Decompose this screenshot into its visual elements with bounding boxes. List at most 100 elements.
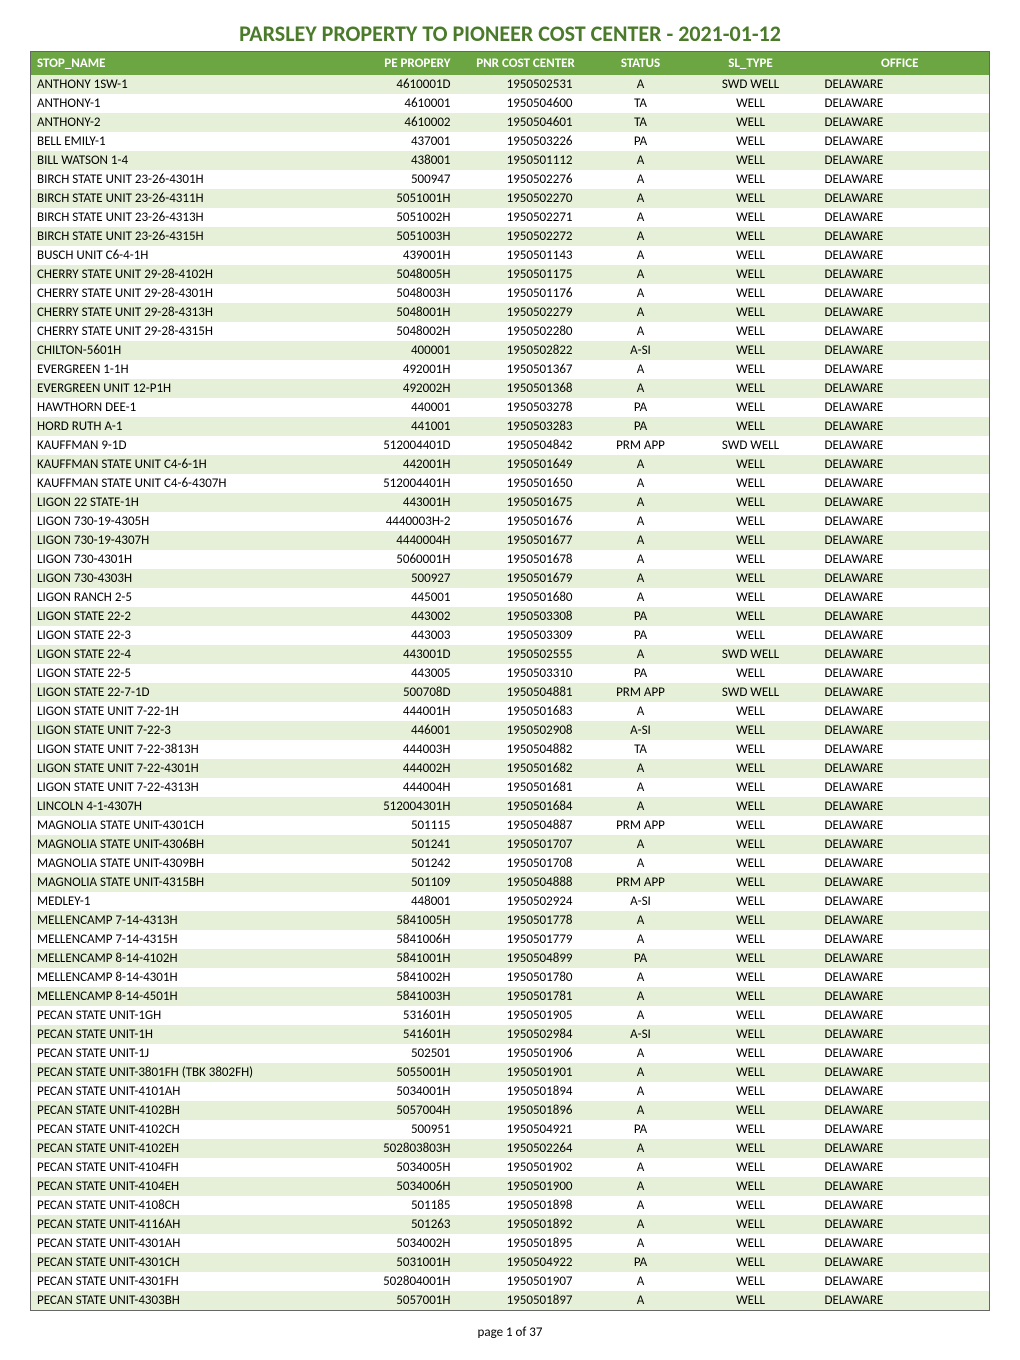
cell-name: PECAN STATE UNIT-1GH xyxy=(31,1006,341,1025)
cell-cost: 1950501707 xyxy=(461,835,591,854)
cell-name: PECAN STATE UNIT-4102EH xyxy=(31,1139,341,1158)
table-row: KAUFFMAN STATE UNIT C4-6-1H442001H195050… xyxy=(31,455,990,474)
cell-status: A-SI xyxy=(591,721,691,740)
cell-name: PECAN STATE UNIT-4102CH xyxy=(31,1120,341,1139)
cell-name: PECAN STATE UNIT-4108CH xyxy=(31,1196,341,1215)
col-header-office: OFFICE xyxy=(811,52,990,76)
cell-status: A xyxy=(591,1063,691,1082)
cell-name: HORD RUTH A-1 xyxy=(31,417,341,436)
cell-type: WELL xyxy=(691,816,811,835)
cell-office: DELAWARE xyxy=(811,417,990,436)
cell-type: WELL xyxy=(691,588,811,607)
cell-name: CHERRY STATE UNIT 29-28-4315H xyxy=(31,322,341,341)
cell-cost: 1950504887 xyxy=(461,816,591,835)
cell-cost: 1950503309 xyxy=(461,626,591,645)
cell-cost: 1950501780 xyxy=(461,968,591,987)
cell-type: WELL xyxy=(691,1044,811,1063)
cell-cost: 1950502279 xyxy=(461,303,591,322)
cell-type: WELL xyxy=(691,208,811,227)
cell-cost: 1950502555 xyxy=(461,645,591,664)
cell-office: DELAWARE xyxy=(811,569,990,588)
cell-name: MELLENCAMP 8-14-4501H xyxy=(31,987,341,1006)
cell-prop: 5051001H xyxy=(341,189,461,208)
cell-cost: 1950501681 xyxy=(461,778,591,797)
cell-type: WELL xyxy=(691,265,811,284)
cell-office: DELAWARE xyxy=(811,664,990,683)
cell-prop: 502804001H xyxy=(341,1272,461,1291)
cell-type: WELL xyxy=(691,987,811,1006)
table-row: PECAN STATE UNIT-4303BH5057001H195050189… xyxy=(31,1291,990,1311)
cell-cost: 1950501907 xyxy=(461,1272,591,1291)
cell-name: LIGON 730-4301H xyxy=(31,550,341,569)
cell-office: DELAWARE xyxy=(811,208,990,227)
cell-status: PA xyxy=(591,1120,691,1139)
cell-name: EVERGREEN UNIT 12-P1H xyxy=(31,379,341,398)
cell-status: A xyxy=(591,1196,691,1215)
cell-status: A-SI xyxy=(591,1025,691,1044)
cell-prop: 5057001H xyxy=(341,1291,461,1311)
cell-cost: 1950501112 xyxy=(461,151,591,170)
cell-type: WELL xyxy=(691,1063,811,1082)
table-row: BIRCH STATE UNIT 23-26-4311H5051001H1950… xyxy=(31,189,990,208)
cell-type: WELL xyxy=(691,873,811,892)
cell-prop: 500708D xyxy=(341,683,461,702)
cell-cost: 1950501708 xyxy=(461,854,591,873)
cell-office: DELAWARE xyxy=(811,379,990,398)
cell-prop: 5048001H xyxy=(341,303,461,322)
cell-status: A xyxy=(591,265,691,284)
cell-cost: 1950501684 xyxy=(461,797,591,816)
cell-prop: 5048005H xyxy=(341,265,461,284)
cell-name: MELLENCAMP 8-14-4301H xyxy=(31,968,341,987)
cell-status: A-SI xyxy=(591,341,691,360)
cell-name: LIGON 730-19-4305H xyxy=(31,512,341,531)
cell-name: LIGON STATE UNIT 7-22-4301H xyxy=(31,759,341,778)
cell-cost: 1950503278 xyxy=(461,398,591,417)
table-row: MELLENCAMP 8-14-4301H5841002H1950501780A… xyxy=(31,968,990,987)
cell-type: WELL xyxy=(691,911,811,930)
cell-cost: 1950504888 xyxy=(461,873,591,892)
cell-status: A xyxy=(591,911,691,930)
cell-type: WELL xyxy=(691,1006,811,1025)
cell-cost: 1950501895 xyxy=(461,1234,591,1253)
cell-type: WELL xyxy=(691,284,811,303)
cell-name: CHERRY STATE UNIT 29-28-4301H xyxy=(31,284,341,303)
cell-name: MELLENCAMP 8-14-4102H xyxy=(31,949,341,968)
cell-prop: 501185 xyxy=(341,1196,461,1215)
table-row: PECAN STATE UNIT-4301AH5034002H195050189… xyxy=(31,1234,990,1253)
cell-type: WELL xyxy=(691,1215,811,1234)
cell-prop: 501241 xyxy=(341,835,461,854)
cell-status: A xyxy=(591,379,691,398)
table-row: LIGON STATE 22-7-1D500708D1950504881PRM … xyxy=(31,683,990,702)
table-row: MAGNOLIA STATE UNIT-4301CH50111519505048… xyxy=(31,816,990,835)
cell-name: CHERRY STATE UNIT 29-28-4102H xyxy=(31,265,341,284)
cell-type: WELL xyxy=(691,949,811,968)
cell-office: DELAWARE xyxy=(811,246,990,265)
table-row: LIGON 730-19-4305H4440003H-21950501676AW… xyxy=(31,512,990,531)
cell-name: PECAN STATE UNIT-4104EH xyxy=(31,1177,341,1196)
cell-office: DELAWARE xyxy=(811,683,990,702)
cell-name: PECAN STATE UNIT-4301CH xyxy=(31,1253,341,1272)
cell-name: BIRCH STATE UNIT 23-26-4313H xyxy=(31,208,341,227)
cell-prop: 441001 xyxy=(341,417,461,436)
cell-status: A xyxy=(591,550,691,569)
table-row: BELL EMILY-14370011950503226PAWELLDELAWA… xyxy=(31,132,990,151)
cell-type: WELL xyxy=(691,474,811,493)
cell-prop: 501263 xyxy=(341,1215,461,1234)
cell-type: WELL xyxy=(691,360,811,379)
cell-cost: 1950501900 xyxy=(461,1177,591,1196)
cell-cost: 1950502264 xyxy=(461,1139,591,1158)
cell-name: MEDLEY-1 xyxy=(31,892,341,911)
cell-type: WELL xyxy=(691,170,811,189)
cell-office: DELAWARE xyxy=(811,1120,990,1139)
cell-cost: 1950504899 xyxy=(461,949,591,968)
cell-cost: 1950501894 xyxy=(461,1082,591,1101)
cell-name: EVERGREEN 1-1H xyxy=(31,360,341,379)
cell-name: PECAN STATE UNIT-4301AH xyxy=(31,1234,341,1253)
table-row: CHERRY STATE UNIT 29-28-4102H5048005H195… xyxy=(31,265,990,284)
cell-cost: 1950504601 xyxy=(461,113,591,132)
cell-type: WELL xyxy=(691,1234,811,1253)
cell-prop: 443001H xyxy=(341,493,461,512)
cell-cost: 1950503308 xyxy=(461,607,591,626)
cell-prop: 448001 xyxy=(341,892,461,911)
cell-prop: 5841001H xyxy=(341,949,461,968)
